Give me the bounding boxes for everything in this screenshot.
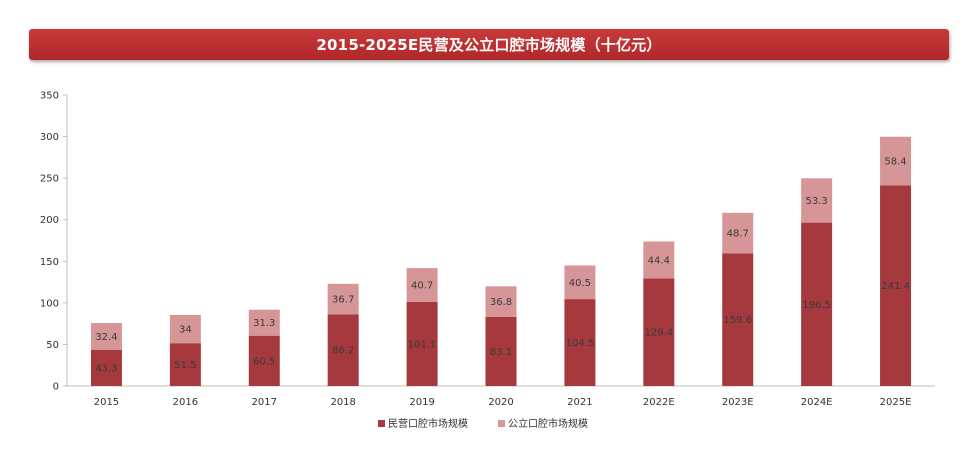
x-tick-label: 2019: [409, 397, 434, 408]
x-tick-label: 2024E: [801, 397, 833, 408]
y-tick-label: 200: [40, 215, 59, 226]
data-label: 44.4: [648, 255, 670, 266]
x-tick-label: 2015: [94, 397, 119, 408]
bar-segment: [406, 268, 438, 302]
bar-segment: [485, 316, 517, 386]
bar-segment: [485, 286, 517, 317]
data-label: 32.4: [95, 332, 117, 343]
bars: 43.3 32.4 51.5 34 60.5 31.3 86.2 36.7 101.1 40.7 8…: [90, 136, 912, 386]
bar-segment: [564, 265, 596, 300]
legend-label: 公立口腔市场规模: [508, 417, 588, 430]
data-label: 48.7: [727, 229, 749, 240]
bar-segment: [801, 222, 833, 386]
bar-segment: [327, 283, 359, 315]
x-tick-label: 2021: [567, 397, 592, 408]
y-tick-label: 0: [53, 382, 59, 393]
y-tick-label: 50: [46, 340, 59, 351]
legend-label: 民营口腔市场规模: [388, 417, 468, 430]
data-label: 43.3: [95, 363, 117, 374]
y-tick-label: 250: [40, 174, 59, 185]
bar-segment: [880, 136, 912, 186]
x-tick-label: 2017: [252, 397, 277, 408]
y-tick-label: 100: [40, 298, 59, 309]
bar-segment: [801, 178, 833, 223]
data-label: 159.6: [723, 315, 752, 326]
bar-segment: [643, 278, 675, 386]
bar-segment: [880, 185, 912, 386]
watermark: 并购家 行业报告 IPOIPO.CN: [414, 196, 555, 266]
data-label: 40.7: [411, 281, 433, 292]
y-tick-label: 350: [40, 91, 59, 102]
bar-segment: [169, 343, 201, 386]
data-label: 241.4: [881, 281, 910, 292]
chart-title: 2015-2025E民营及公立口腔市场规模（十亿元）: [316, 36, 662, 54]
x-tick-label: 2023E: [722, 397, 754, 408]
legend-swatch: [378, 420, 385, 427]
legend: 民营口腔市场规模 公立口腔市场规模: [378, 417, 588, 430]
y-tick-label: 150: [40, 257, 59, 268]
data-label: 53.3: [806, 196, 828, 207]
bar-segment: [643, 241, 675, 279]
data-label: 104.5: [566, 338, 595, 349]
bar-segment: [722, 253, 754, 386]
data-label: 101.1: [408, 339, 437, 350]
data-label: 34: [179, 325, 192, 336]
y-tick-label: 300: [40, 132, 59, 143]
bar-segment: [248, 335, 280, 386]
x-tick-label: 2020: [488, 397, 513, 408]
bar-segment: [722, 212, 754, 254]
watermark-main: 并购家: [425, 196, 545, 242]
bar-segment: [406, 301, 438, 386]
bar-segment: [248, 309, 280, 336]
watermark-sub: 行业报告 IPOIPO.CN: [414, 248, 555, 266]
chart-title-banner: 2015-2025E民营及公立口腔市场规模（十亿元）: [29, 29, 949, 60]
bar-segment: [564, 299, 596, 386]
bar-segment: [90, 349, 122, 386]
data-label: 40.5: [569, 278, 591, 289]
bar-segment: [90, 323, 122, 350]
data-label: 36.8: [490, 297, 512, 308]
data-label: 36.7: [332, 295, 354, 306]
data-label: 60.5: [253, 356, 275, 367]
x-tick-label: 2022E: [643, 397, 675, 408]
data-label: 58.4: [884, 157, 906, 168]
bar-segment: [327, 314, 359, 386]
bar-segment: [169, 314, 201, 344]
data-label: 196.5: [802, 300, 831, 311]
legend-swatch: [498, 420, 505, 427]
data-label: 51.5: [174, 360, 196, 371]
data-label: 86.2: [332, 346, 354, 357]
data-label: 83.1: [490, 347, 512, 358]
x-tick-label: 2025E: [880, 397, 912, 408]
x-tick-label: 2016: [173, 397, 198, 408]
x-tick-label: 2018: [330, 397, 355, 408]
data-label: 129.4: [644, 328, 673, 339]
data-label: 31.3: [253, 318, 275, 329]
